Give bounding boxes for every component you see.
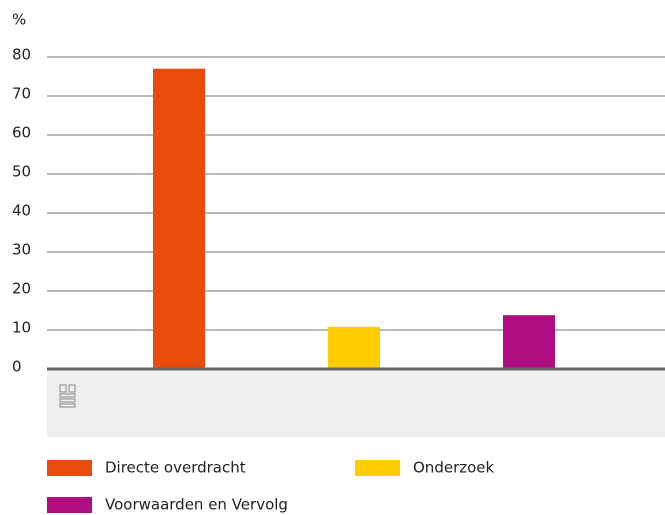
y-tick-label: 30 [12,241,31,259]
y-tick-label: 40 [12,202,31,220]
cbs-logo [59,384,76,408]
legend-label: Onderzoek [413,459,495,477]
legend-label: Voorwaarden en Vervolg [105,496,288,514]
y-tick-label: 50 [12,163,31,181]
bar [153,68,205,369]
y-tick-label: 0 [12,358,22,376]
y-tick-label: 60 [12,124,31,142]
y-tick-label: 70 [12,85,31,103]
legend-label: Directe overdracht [105,459,246,477]
y-tick-label: 20 [12,280,31,298]
bar [328,326,380,369]
footer-band [47,370,665,437]
legend-swatch [47,460,92,476]
legend-swatch [355,460,400,476]
legend-swatch [47,497,92,513]
y-unit: % [12,11,26,29]
bar [503,315,555,369]
y-tick-label: 10 [12,319,31,337]
y-tick-label: 80 [12,46,31,64]
